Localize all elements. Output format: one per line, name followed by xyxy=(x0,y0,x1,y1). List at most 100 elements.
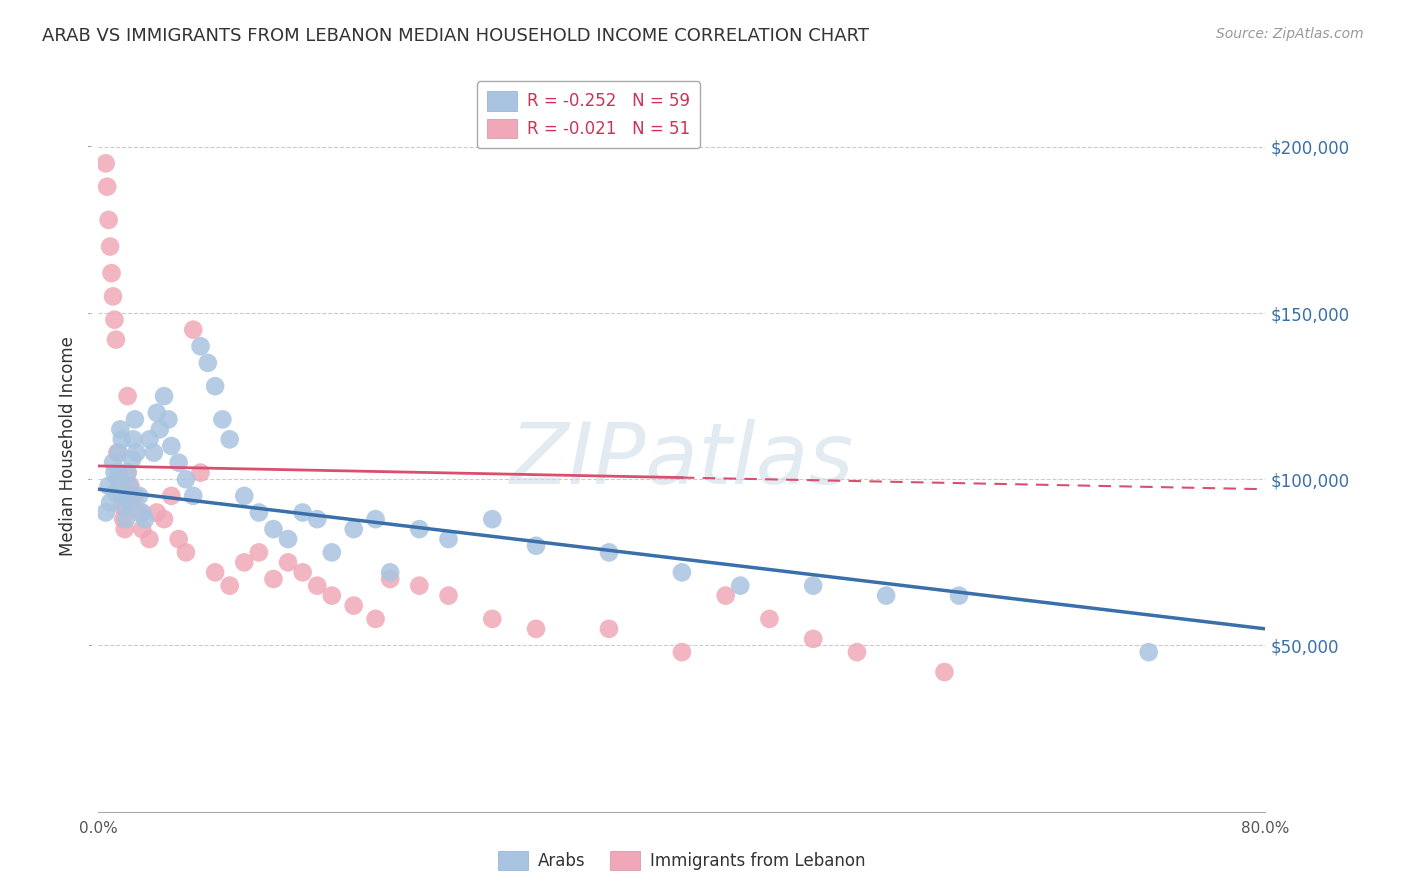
Point xyxy=(120,479,142,493)
Point xyxy=(118,479,141,493)
Point xyxy=(598,545,620,559)
Point xyxy=(218,433,240,447)
Point xyxy=(277,555,299,569)
Point xyxy=(104,485,127,500)
Point xyxy=(94,506,117,520)
Point xyxy=(98,495,121,509)
Point xyxy=(96,179,118,194)
Text: Source: ZipAtlas.com: Source: ZipAtlas.com xyxy=(1216,27,1364,41)
Point xyxy=(108,445,131,459)
Point xyxy=(321,545,343,559)
Point xyxy=(714,589,737,603)
Point xyxy=(97,213,120,227)
Point xyxy=(190,466,212,480)
Point xyxy=(131,522,153,536)
Point xyxy=(846,645,869,659)
Point xyxy=(117,466,139,480)
Point xyxy=(121,452,143,467)
Point xyxy=(934,665,956,679)
Point xyxy=(948,589,970,603)
Point xyxy=(167,456,190,470)
Point xyxy=(117,389,139,403)
Point xyxy=(343,599,366,613)
Point xyxy=(105,472,128,486)
Point xyxy=(124,412,146,426)
Point xyxy=(408,522,430,536)
Point xyxy=(307,579,329,593)
Point xyxy=(524,622,547,636)
Point xyxy=(233,489,256,503)
Point xyxy=(101,456,124,470)
Point xyxy=(408,579,430,593)
Point xyxy=(122,433,145,447)
Point xyxy=(97,479,120,493)
Point xyxy=(115,512,138,526)
Point xyxy=(875,589,897,603)
Point xyxy=(98,239,121,253)
Point xyxy=(481,512,503,526)
Point xyxy=(174,472,197,486)
Point xyxy=(104,333,127,347)
Point xyxy=(110,422,132,436)
Point xyxy=(364,512,387,526)
Point xyxy=(112,489,135,503)
Point xyxy=(321,589,343,603)
Text: ARAB VS IMMIGRANTS FROM LEBANON MEDIAN HOUSEHOLD INCOME CORRELATION CHART: ARAB VS IMMIGRANTS FROM LEBANON MEDIAN H… xyxy=(42,27,869,45)
Point xyxy=(153,389,176,403)
Point xyxy=(730,579,752,593)
Point xyxy=(117,466,139,480)
Point xyxy=(204,379,226,393)
Y-axis label: Median Household Income: Median Household Income xyxy=(59,336,77,556)
Point xyxy=(114,499,136,513)
Point xyxy=(128,506,150,520)
Point xyxy=(247,506,270,520)
Point xyxy=(437,532,460,546)
Point xyxy=(262,572,284,586)
Text: ZIPatlas: ZIPatlas xyxy=(510,419,853,502)
Point xyxy=(124,489,146,503)
Point xyxy=(218,579,240,593)
Point xyxy=(190,339,212,353)
Point xyxy=(211,412,233,426)
Point xyxy=(111,433,134,447)
Point xyxy=(100,266,122,280)
Point xyxy=(160,489,183,503)
Point xyxy=(364,612,387,626)
Point xyxy=(108,466,131,480)
Point xyxy=(142,445,165,459)
Point xyxy=(671,566,693,580)
Point xyxy=(197,356,219,370)
Point xyxy=(801,579,824,593)
Point xyxy=(174,545,197,559)
Point xyxy=(277,532,299,546)
Point xyxy=(233,555,256,569)
Point xyxy=(671,645,693,659)
Point xyxy=(112,512,135,526)
Point xyxy=(134,512,156,526)
Point xyxy=(128,489,150,503)
Point xyxy=(801,632,824,646)
Point xyxy=(138,532,160,546)
Point xyxy=(131,506,153,520)
Point xyxy=(291,506,314,520)
Point xyxy=(380,566,402,580)
Point xyxy=(101,289,124,303)
Point xyxy=(103,312,125,326)
Point xyxy=(105,445,128,459)
Point xyxy=(149,422,172,436)
Point xyxy=(160,439,183,453)
Point xyxy=(291,566,314,580)
Point xyxy=(157,412,180,426)
Point xyxy=(120,495,142,509)
Point xyxy=(181,489,204,503)
Point xyxy=(307,512,329,526)
Point xyxy=(146,406,169,420)
Legend: R = -0.252   N = 59, R = -0.021   N = 51: R = -0.252 N = 59, R = -0.021 N = 51 xyxy=(477,81,700,148)
Point xyxy=(380,572,402,586)
Point xyxy=(167,532,190,546)
Point xyxy=(598,622,620,636)
Point xyxy=(1137,645,1160,659)
Point xyxy=(524,539,547,553)
Point xyxy=(204,566,226,580)
Point xyxy=(181,323,204,337)
